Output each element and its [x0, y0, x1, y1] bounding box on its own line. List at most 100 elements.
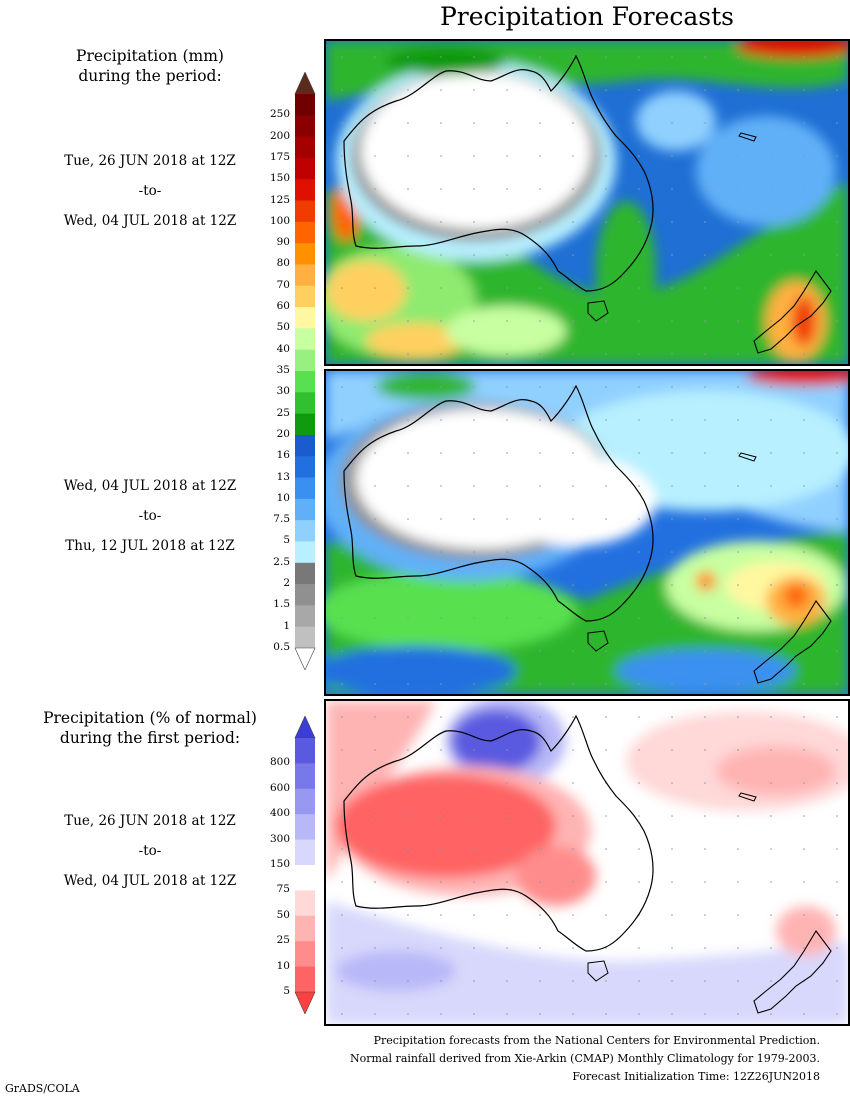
precip-colorbar-segment: [295, 115, 315, 138]
panel3-heading: Precipitation (% of normal) during the f…: [30, 708, 270, 748]
precip-colorbar-segment: [295, 584, 315, 606]
panel3-heading-line1: Precipitation (% of normal): [43, 709, 257, 727]
percent-colorbar-segment: [295, 763, 315, 790]
panel3-heading-line2: during the first period:: [59, 729, 241, 747]
percent-colorbar-tick-label: 300: [269, 832, 290, 845]
precip-colorbar-segment: [295, 328, 315, 351]
footer-init-time: Forecast Initialization Time: 12Z26JUN20…: [572, 1070, 820, 1083]
precip-colorbar-segment: [295, 221, 315, 244]
precip-colorbar-tick-label: 10: [276, 491, 290, 504]
percent-colorbar-tick-label: 800: [269, 756, 290, 769]
percent-colorbar-segment: [295, 966, 315, 993]
percent-colorbar-tick-label: 5: [283, 985, 290, 997]
grads-credit: GrADS/COLA: [5, 1082, 80, 1095]
panel2-from-date: Wed, 04 JUL 2018 at 12Z: [63, 478, 237, 494]
percent-colorbar-segment: [295, 814, 315, 841]
precip-colorbar-tick-label: 70: [276, 278, 290, 291]
precip-map-period2: [324, 369, 850, 696]
precip-colorbar-tick-label: 100: [269, 214, 290, 227]
percent-colorbar-segment: [295, 865, 315, 891]
precip-colorbar-tick-label: 2: [283, 577, 290, 590]
panel1-heading-line1: Precipitation (mm): [76, 47, 224, 65]
precip-colorbar-segment: [295, 179, 315, 202]
percent-colorbar-tick-label: 50: [276, 908, 290, 921]
precip-colorbar-tick-label: 30: [276, 385, 290, 398]
percent-colorbar-tick-label: 150: [269, 858, 290, 870]
precip-colorbar-segment: [295, 520, 315, 542]
precip-colorbar-segment: [295, 456, 315, 479]
precip-colorbar: [260, 72, 320, 670]
precip-colorbar-segment: [295, 285, 315, 308]
panel1-until-date: Wed, 04 JUL 2018 at 12Z: [63, 213, 237, 229]
precip-colorbar-tick-label: 35: [276, 364, 290, 376]
panel3-from-date: Tue, 26 JUN 2018 at 12Z: [64, 813, 236, 829]
panel1-heading: Precipitation (mm) during the period:: [40, 46, 260, 86]
precip-colorbar-tick-label: 200: [269, 129, 290, 142]
page-title: Precipitation Forecasts: [439, 2, 735, 31]
footer-climatology-line: Normal rainfall derived from Xie-Arkin (…: [350, 1052, 820, 1065]
panel1-to-word: -to-: [138, 183, 162, 199]
precip-colorbar-segment: [295, 392, 315, 415]
precip-colorbar-segment: [295, 498, 315, 521]
precip-colorbar-segment: [295, 562, 315, 585]
precip-colorbar-svg: [294, 72, 316, 670]
percent-colorbar: [260, 716, 320, 1014]
precip-colorbar-tick-label: 90: [276, 236, 290, 249]
precip-colorbar-segment: [295, 157, 315, 180]
panel2-until-date: Thu, 12 JUL 2018 at 12Z: [65, 538, 235, 554]
panel1-from-date: Tue, 26 JUN 2018 at 12Z: [64, 153, 236, 169]
percent-colorbar-tick-label: 600: [269, 781, 290, 794]
precip-colorbar-segment: [295, 413, 315, 436]
precip-colorbar-tick-label: 25: [276, 406, 290, 419]
precip-colorbar-tick-label: 150: [269, 172, 290, 185]
panel3-until-date: Wed, 04 JUL 2018 at 12Z: [63, 873, 237, 889]
precip-colorbar-segment: [295, 94, 315, 116]
percent-colorbar-svg: [294, 716, 316, 1014]
percent-colorbar-segment: [295, 738, 315, 764]
precip-colorbar-segment: [295, 541, 315, 564]
precip-colorbar-tick-label: 1.5: [273, 598, 290, 611]
precip-colorbar-tick-label: 20: [276, 427, 290, 440]
precip-colorbar-low-triangle: [294, 647, 316, 670]
percent-colorbar-tick-label: 10: [276, 959, 290, 972]
precip-colorbar-tick-label: 1: [283, 619, 290, 632]
percent-colorbar-segment: [295, 839, 315, 866]
precip-colorbar-tick-label: 125: [269, 193, 290, 206]
precip-colorbar-segment: [295, 626, 315, 649]
precip-colorbar-segment: [295, 307, 315, 329]
panel3-to-word: -to-: [138, 843, 162, 859]
precip-colorbar-segment: [295, 434, 315, 457]
precip-colorbar-tick-label: 2.5: [273, 555, 290, 568]
percent-colorbar-segment: [295, 890, 315, 917]
precip-colorbar-tick-label: 5: [283, 534, 290, 547]
percent-colorbar-segment: [295, 941, 315, 968]
precip-colorbar-tick-label: 7.5: [273, 513, 290, 526]
panel1-heading-line2: during the period:: [78, 67, 222, 85]
panel2-to-word: -to-: [138, 508, 162, 524]
precip-colorbar-tick-label: 60: [276, 300, 290, 313]
precip-colorbar-segment: [295, 349, 315, 372]
precip-colorbar-tick-label: 250: [269, 108, 290, 121]
precip-colorbar-high-triangle: [294, 72, 316, 95]
precip-colorbar-tick-label: 80: [276, 257, 290, 270]
percent-colorbar-tick-label: 75: [276, 883, 290, 896]
percent-colorbar-high-triangle: [294, 716, 316, 739]
precip-colorbar-tick-label: 50: [276, 321, 290, 334]
percent-colorbar-tick-label: 400: [269, 807, 290, 820]
percent-normal-map: [324, 699, 850, 1026]
precip-colorbar-tick-label: 0.5: [273, 641, 290, 653]
precip-colorbar-segment: [295, 200, 315, 223]
precip-colorbar-segment: [295, 605, 315, 628]
precip-colorbar-segment: [295, 243, 315, 265]
precip-colorbar-segment: [295, 477, 315, 500]
precip-colorbar-tick-label: 16: [276, 449, 290, 462]
precip-colorbar-tick-label: 13: [276, 470, 290, 483]
percent-colorbar-segment: [295, 788, 315, 815]
percent-colorbar-low-triangle: [294, 991, 316, 1014]
precip-colorbar-segment: [295, 264, 315, 287]
percent-colorbar-tick-label: 25: [276, 934, 290, 947]
precip-map-period1: [324, 39, 850, 366]
precip-colorbar-tick-label: 40: [276, 342, 290, 355]
footer-source-line: Precipitation forecasts from the Nationa…: [373, 1034, 820, 1047]
precip-colorbar-segment: [295, 371, 315, 393]
